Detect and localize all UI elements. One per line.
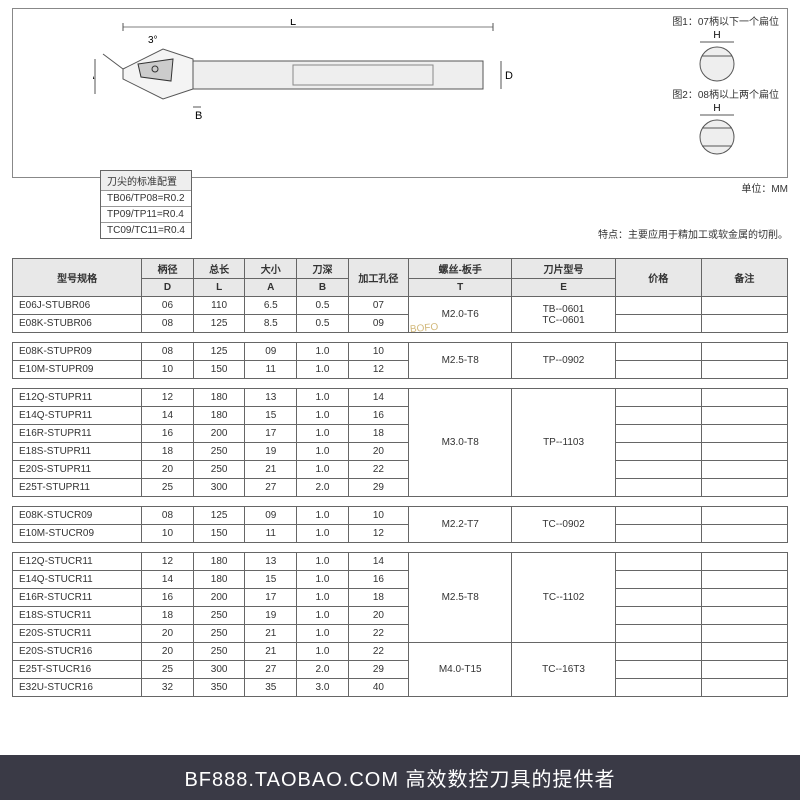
tool-drawing: L 3° A D B — [93, 19, 513, 149]
table-row: E18S-STUCR1118250191.020 — [13, 607, 788, 625]
table-row: E20S-STUCR1120250211.022 — [13, 625, 788, 643]
table-row: E18S-STUPR1118250191.020 — [13, 443, 788, 461]
table-row: E08K-STUCR0908125091.010M2.2-T7TC--0902 — [13, 507, 788, 525]
flat-figures: 图1：07柄以下一个扁位 H 图2：08柄以上两个扁位 H — [672, 13, 779, 159]
table-row: E14Q-STUPR1114180151.016 — [13, 407, 788, 425]
svg-text:B: B — [195, 110, 202, 122]
table-row: E20S-STUCR1620250211.022M4.0-T15TC--16T3 — [13, 643, 788, 661]
table-row: E25T-STUPR1125300272.029 — [13, 479, 788, 497]
table-row: E12Q-STUPR1112180131.014M3.0-T8TP--1103 — [13, 389, 788, 407]
svg-text:3°: 3° — [148, 35, 158, 46]
table-row: E16R-STUCR1116200171.018 — [13, 589, 788, 607]
table-row: E10M-STUPR0910150111.012 — [13, 361, 788, 379]
svg-text:D: D — [505, 70, 513, 82]
spec-table: 型号规格 柄径总长大小刀深 加工孔径 螺丝-板手刀片型号 价格备注 DLAB T… — [12, 258, 788, 697]
tip-config-table: 刀尖的标准配置 TB06/TP08=R0.2 TP09/TP11=R0.4 TC… — [100, 170, 192, 239]
table-row: E20S-STUPR1120250211.022 — [13, 461, 788, 479]
table-row: E06J-STUBR06061106.50.507M2.0-T6TB--0601… — [13, 297, 788, 315]
table-row: E32U-STUCR1632350353.040 — [13, 679, 788, 697]
table-row: E12Q-STUCR1112180131.014M2.5-T8TC--1102 — [13, 553, 788, 571]
unit-label: 单位：MM — [741, 180, 788, 195]
svg-text:H: H — [714, 103, 721, 114]
table-row: E08K-STUPR0908125091.010M2.5-T8TP--0902 — [13, 343, 788, 361]
tool-diagram: L 3° A D B 图1：07柄以下一个扁位 H 图2：08柄以上两个扁位 H — [12, 8, 788, 178]
col-model: 型号规格 — [13, 259, 142, 297]
table-row: E25T-STUCR1625300272.029 — [13, 661, 788, 679]
svg-text:H: H — [714, 30, 721, 41]
table-row: E10M-STUCR0910150111.012 — [13, 525, 788, 543]
features-text: 特点：主要应用于精加工或软金属的切削。 — [598, 226, 788, 241]
table-row: E16R-STUPR1116200171.018 — [13, 425, 788, 443]
table-row: E08K-STUBR06081258.50.509 — [13, 315, 788, 333]
table-row: E14Q-STUCR1114180151.016 — [13, 571, 788, 589]
svg-text:L: L — [290, 19, 296, 28]
footer-banner: BF888.TAOBAO.COM 高效数控刀具的提供者 — [0, 755, 800, 800]
